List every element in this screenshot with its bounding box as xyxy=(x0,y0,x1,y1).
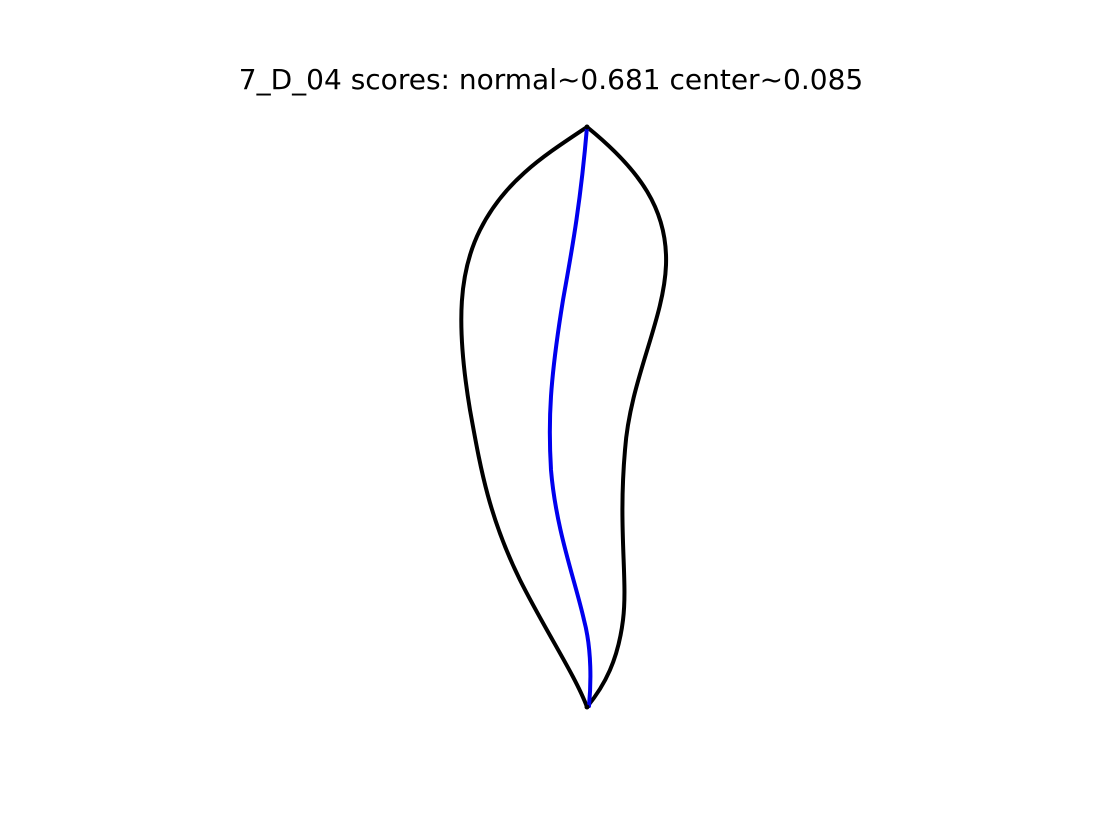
leaf-outline xyxy=(459,125,669,709)
figure-title: 7_D_04 scores: normal~0.681 center~0.085 xyxy=(238,63,864,96)
base-point xyxy=(584,704,590,710)
center-line xyxy=(547,125,593,708)
tip-point xyxy=(584,124,590,130)
